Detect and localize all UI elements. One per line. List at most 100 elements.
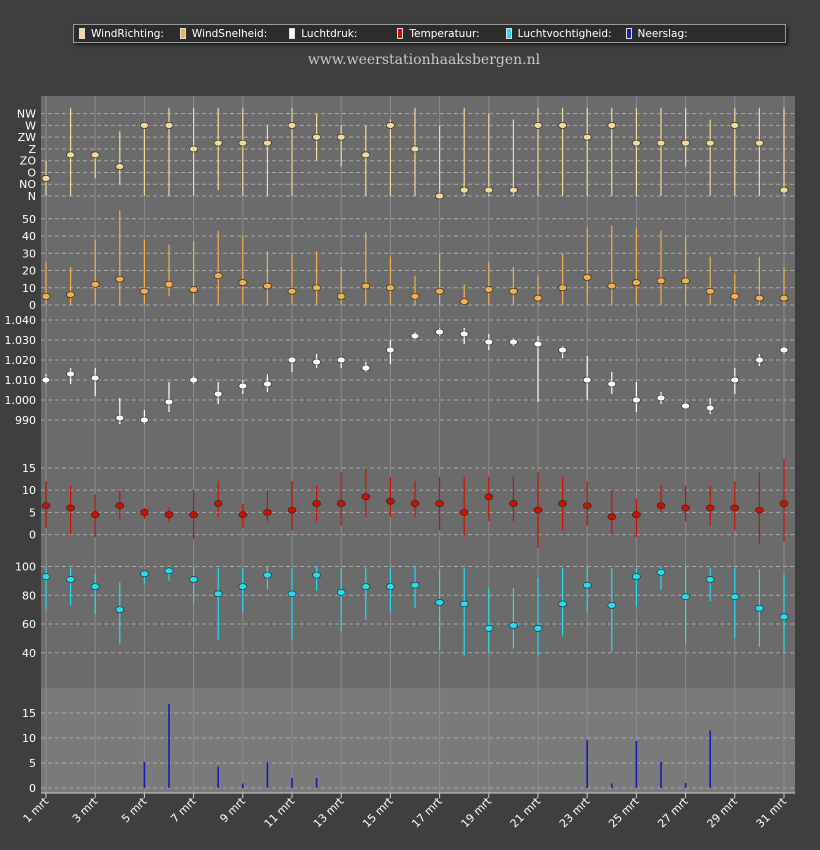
y-tick-label: 0 [29, 299, 36, 312]
data-point [90, 281, 100, 288]
data-point [632, 279, 641, 286]
data-point [41, 376, 51, 384]
data-point [779, 186, 789, 194]
data-point [115, 163, 125, 170]
data-point [681, 139, 690, 147]
data-point [90, 511, 100, 518]
data-point [115, 275, 125, 283]
data-point [533, 506, 543, 514]
y-tick-label: 40 [22, 647, 36, 660]
data-point [263, 571, 272, 579]
data-point [533, 340, 543, 348]
data-point [312, 284, 321, 292]
legend-label: Luchtdruk: [301, 27, 358, 40]
data-point [386, 284, 395, 292]
data-point [140, 570, 149, 577]
data-point [730, 293, 740, 300]
data-point [238, 382, 248, 390]
data-point [140, 416, 149, 424]
data-point [263, 380, 272, 388]
y-tick-label: 15 [22, 462, 36, 475]
precip-area [41, 688, 795, 793]
data-point [66, 151, 75, 159]
legend-item: Luchtvochtigheid: [505, 28, 612, 40]
y-tick-label: O [27, 166, 36, 179]
data-point [681, 402, 690, 410]
data-point [386, 346, 395, 354]
data-point [164, 567, 174, 575]
data-point [164, 511, 174, 518]
data-point [755, 506, 764, 514]
x-tick-label: 9 mrt [217, 794, 248, 825]
data-point [656, 568, 666, 576]
plot-area [41, 96, 795, 793]
data-point [484, 186, 494, 194]
data-point [509, 622, 518, 629]
legend-label: Neerslag: [637, 27, 688, 40]
data-point [681, 593, 690, 600]
data-point [435, 500, 444, 507]
y-tick-label: NO [19, 178, 36, 191]
data-point [459, 509, 469, 516]
data-point [164, 398, 174, 406]
legend-swatch [179, 28, 186, 39]
data-point [336, 133, 346, 141]
data-point [213, 390, 223, 398]
x-tick-label: 3 mrt [70, 794, 101, 825]
data-point [410, 293, 420, 300]
data-point [533, 625, 543, 632]
data-point [410, 500, 420, 507]
x-tick-label: 17 mrt [409, 794, 445, 830]
data-point [41, 573, 51, 580]
data-point [189, 145, 198, 153]
y-tick-label: 80 [22, 589, 36, 602]
data-point [90, 583, 100, 590]
x-tick-label: 23 mrt [557, 794, 593, 830]
data-point [533, 294, 543, 302]
data-point [287, 122, 297, 129]
data-point [90, 151, 100, 159]
x-tick-label: 25 mrt [606, 794, 642, 830]
data-point [779, 346, 789, 354]
data-point [558, 122, 567, 129]
data-point [779, 500, 789, 507]
data-point [115, 606, 125, 613]
data-point [287, 506, 297, 514]
data-point [459, 298, 469, 305]
data-point [632, 139, 641, 147]
data-point [484, 338, 494, 346]
y-tick-label: 10 [22, 484, 36, 497]
x-tick-label: 19 mrt [459, 794, 495, 830]
x-tick-label: 11 mrt [262, 794, 298, 830]
data-point [632, 511, 641, 518]
data-point [435, 328, 444, 336]
data-point [582, 581, 592, 589]
data-point [607, 282, 617, 290]
data-point [656, 139, 666, 147]
data-point [115, 502, 125, 509]
data-point [656, 394, 666, 402]
y-tick-label: 1.010 [5, 374, 37, 387]
data-point [361, 364, 371, 372]
data-point [140, 122, 149, 129]
x-tick-label: 27 mrt [655, 794, 691, 830]
y-tick-label: 40 [22, 230, 36, 243]
data-point [484, 625, 494, 632]
data-point [730, 122, 740, 129]
data-point [361, 151, 371, 159]
data-point [263, 139, 272, 147]
y-tick-label: 1.040 [5, 314, 37, 327]
data-point [238, 583, 248, 590]
data-point [705, 287, 715, 295]
y-tick-label: 15 [22, 707, 36, 720]
y-tick-label: 30 [22, 247, 36, 260]
data-point [410, 332, 420, 340]
data-point [435, 287, 444, 295]
y-tick-label: 990 [15, 414, 36, 427]
data-point [41, 502, 51, 509]
data-point [459, 186, 469, 194]
x-tick-label: 29 mrt [705, 794, 741, 830]
data-point [681, 277, 690, 285]
y-tick-label: ZO [20, 155, 37, 168]
data-point [779, 613, 789, 621]
